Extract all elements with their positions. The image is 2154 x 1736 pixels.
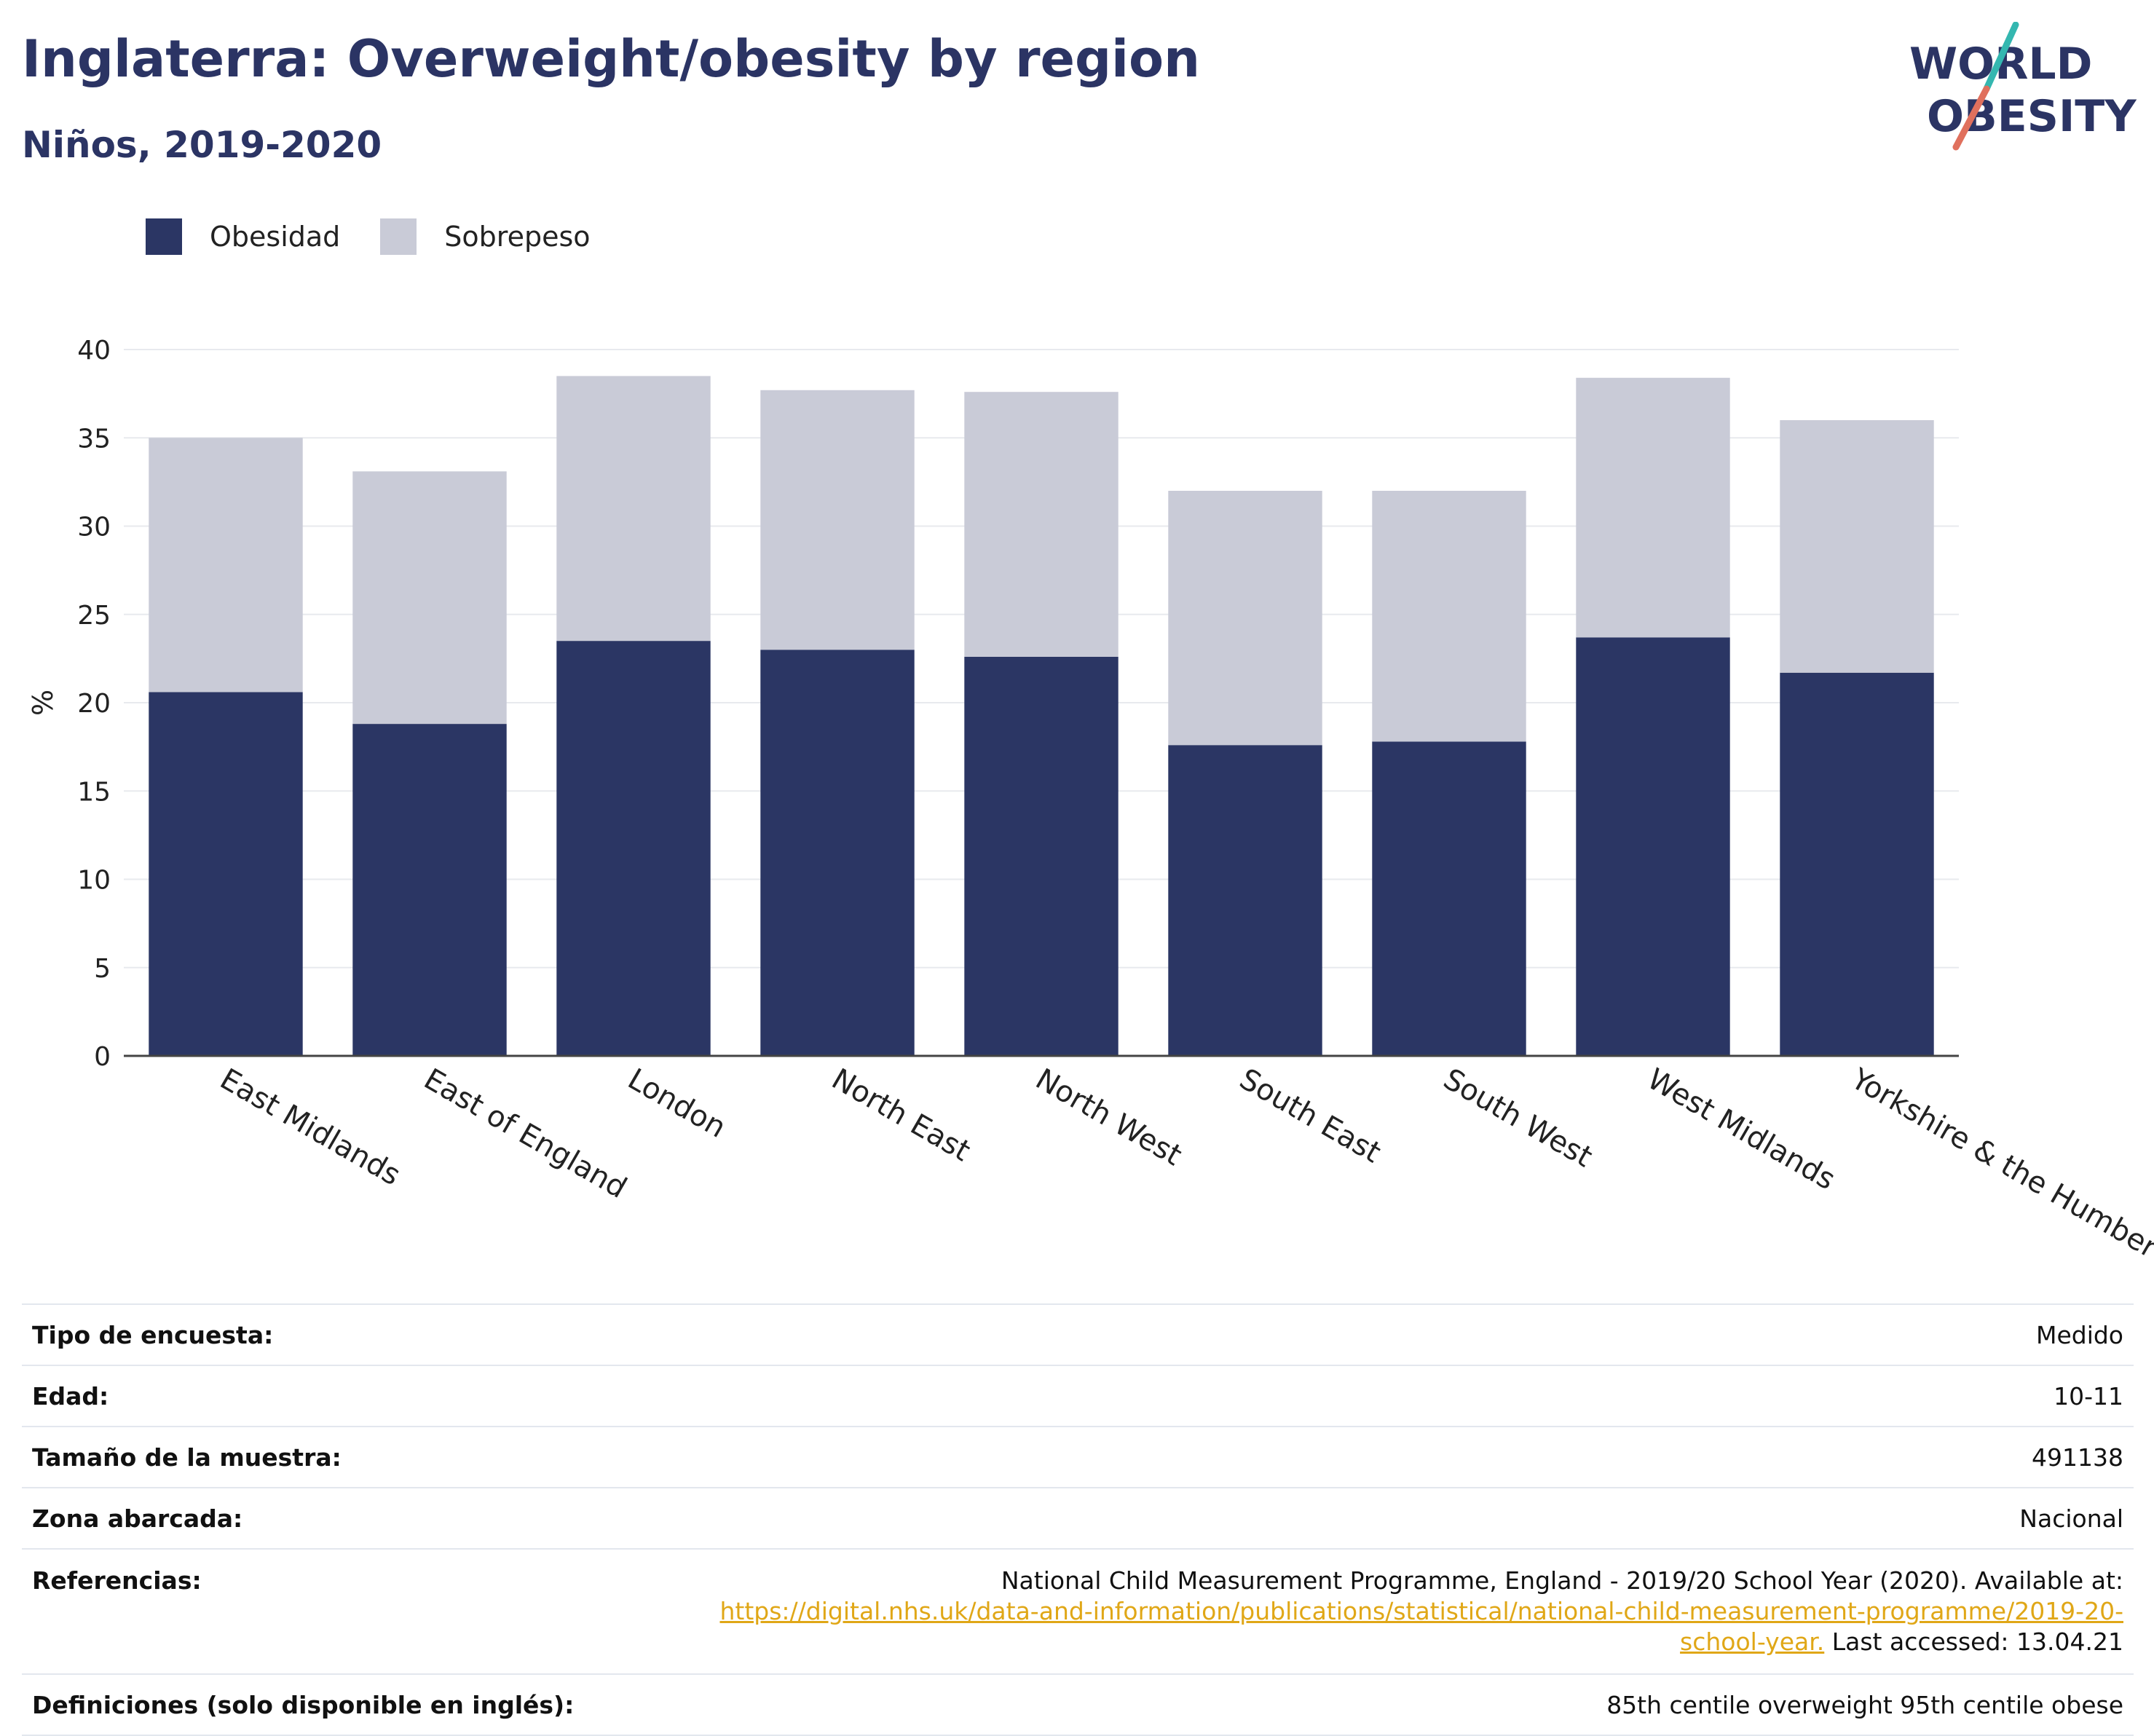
bar-obesity (1168, 745, 1322, 1056)
logo-slash-teal (1983, 22, 2019, 92)
legend-item-overweight[interactable]: Sobrepeso (380, 218, 591, 255)
legend-label-overweight: Sobrepeso (444, 221, 591, 253)
bar-overweight (760, 390, 915, 650)
bar-obesity (964, 656, 1119, 1056)
y-axis-label: % (27, 690, 59, 716)
info-label-area: Zona abarcada: (22, 1487, 698, 1549)
info-row-area: Zona abarcada: Nacional (22, 1487, 2134, 1549)
info-row-survey-type: Tipo de encuesta: Medido (22, 1303, 2134, 1365)
x-tick-label: London (622, 1062, 731, 1145)
bar-overweight (1168, 491, 1322, 746)
y-tick-label: 35 (77, 424, 111, 454)
info-row-references: Referencias: National Child Measurement … (22, 1548, 2134, 1674)
info-label-definitions: Definiciones (solo disponible en inglés)… (22, 1673, 698, 1736)
bar-overweight (352, 471, 507, 725)
info-label-survey-type: Tipo de encuesta: (22, 1303, 698, 1365)
info-row-sample-size: Tamaño de la muestra: 491138 (22, 1426, 2134, 1488)
info-value-references: National Child Measurement Programme, En… (698, 1548, 2134, 1674)
legend-swatch-overweight (380, 218, 417, 255)
reference-last-accessed: Last accessed: 13.04.21 (1824, 1628, 2123, 1656)
x-tick-label: West Midlands (1641, 1062, 1841, 1196)
info-row-definitions: Definiciones (solo disponible en inglés)… (22, 1673, 2134, 1736)
x-tick-label: North East (826, 1062, 976, 1168)
chart-legend: Obesidad Sobrepeso (146, 218, 631, 255)
reference-link[interactable]: https://digital.nhs.uk/data-and-informat… (719, 1597, 2123, 1656)
legend-swatch-obesity (146, 218, 182, 255)
x-tick-label: North West (1030, 1062, 1187, 1172)
logo-slash-coral (1952, 85, 1990, 151)
x-tick-label: East Midlands (214, 1062, 406, 1192)
chart-subtitle: Niños, 2019-2020 (22, 124, 382, 166)
bar-obesity (352, 724, 507, 1056)
bar-overweight (1780, 420, 1934, 673)
bar-obesity (1372, 741, 1526, 1056)
bar-obesity (1576, 637, 1730, 1056)
x-tick-label: Yorkshire & the Humber (1845, 1062, 2154, 1265)
reference-text: National Child Measurement Programme, En… (1001, 1566, 2123, 1595)
y-tick-label: 25 (77, 601, 111, 631)
bar-overweight (149, 438, 303, 693)
legend-label-obesity: Obesidad (210, 221, 341, 253)
y-tick-label: 0 (94, 1042, 111, 1072)
info-value-survey-type: Medido (698, 1303, 2134, 1365)
bar-obesity (1780, 672, 1934, 1056)
x-tick-label: East of England (418, 1062, 632, 1205)
y-tick-label: 5 (94, 954, 111, 984)
info-label-age: Edad: (22, 1365, 698, 1427)
info-label-sample-size: Tamaño de la muestra: (22, 1426, 698, 1488)
chart-title: Inglaterra: Overweight/obesity by region (22, 29, 1200, 89)
bar-obesity (556, 641, 711, 1056)
world-obesity-logo: WORLD OBESITY (1909, 22, 2137, 151)
bar-overweight (556, 376, 711, 642)
bar-obesity (760, 650, 915, 1056)
x-tick-label: South East (1234, 1062, 1386, 1169)
bar-overweight (1576, 377, 1730, 638)
x-tick-label: South West (1437, 1062, 1598, 1174)
stacked-bar-chart: 0 5 10 15 20 25 30 35 40% East Midlands East of En… (27, 336, 2154, 1265)
bar-obesity (149, 692, 303, 1056)
y-tick-label: 15 (77, 777, 111, 807)
survey-info-table: Tipo de encuesta: Medido Edad: 10-11 Tam… (22, 1303, 2134, 1736)
info-label-references: Referencias: (22, 1548, 698, 1674)
y-tick-label: 20 (77, 689, 111, 719)
y-tick-label: 30 (77, 513, 111, 542)
info-value-age: 10-11 (698, 1365, 2134, 1427)
y-tick-label: 10 (77, 866, 111, 896)
info-value-area: Nacional (698, 1487, 2134, 1549)
info-value-sample-size: 491138 (698, 1426, 2134, 1488)
bar-overweight (1372, 491, 1526, 742)
info-value-definitions: 85th centile overweight 95th centile obe… (698, 1673, 2134, 1736)
info-row-age: Edad: 10-11 (22, 1365, 2134, 1427)
bar-overweight (964, 392, 1119, 657)
y-tick-label: 40 (77, 336, 111, 366)
logo-word-obesity: OBESITY (1927, 91, 2137, 142)
legend-item-obesity[interactable]: Obesidad (146, 218, 340, 255)
